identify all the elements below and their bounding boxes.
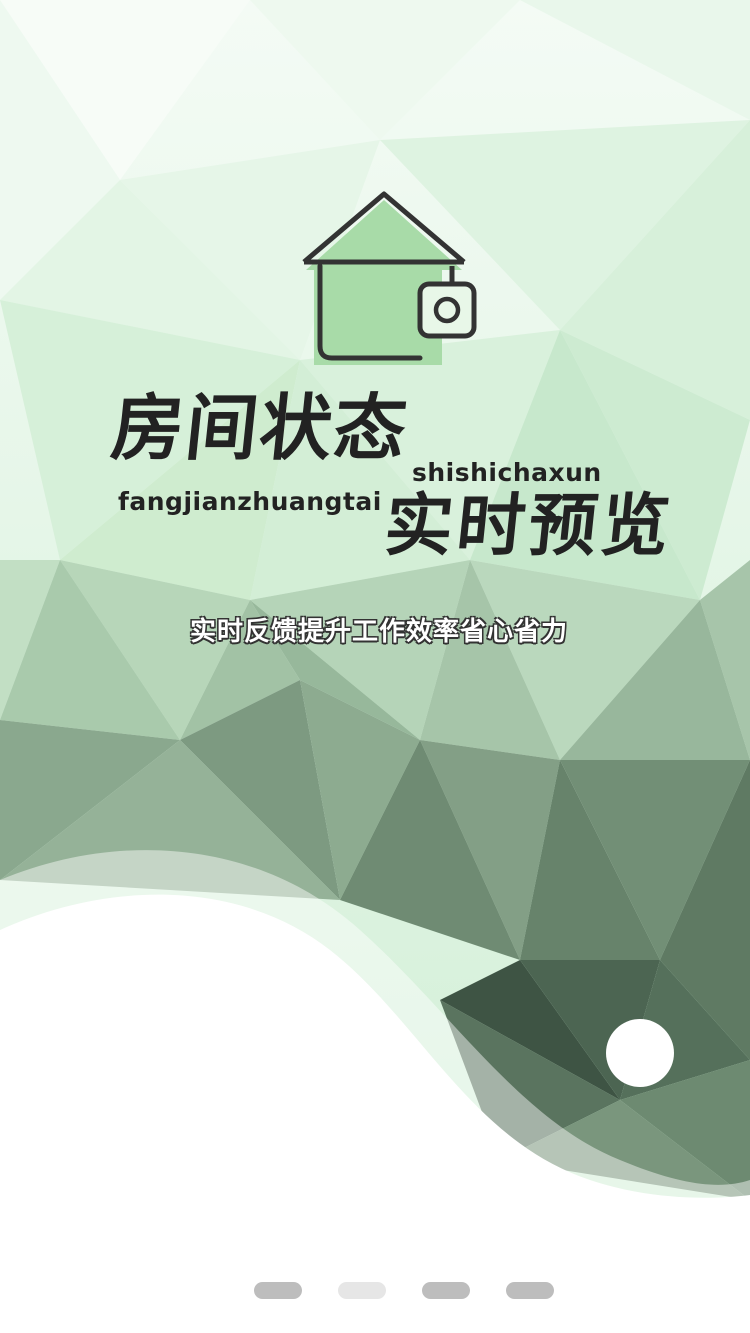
page-dot-3[interactable] — [422, 1282, 470, 1299]
pinyin-line-2: fangjianzhuangtai — [118, 487, 382, 516]
page-dot-1[interactable] — [254, 1282, 302, 1299]
title-line-2: 实时预览 — [380, 486, 678, 566]
page-dot-4[interactable] — [506, 1282, 554, 1299]
page-dot-2[interactable] — [338, 1282, 386, 1299]
page-indicator — [254, 1282, 554, 1299]
slogan-text: 实时反馈提升工作效率省心省力 — [190, 617, 569, 647]
title-line-1: 房间状态 — [107, 385, 413, 470]
house-camera-icon — [302, 191, 477, 365]
pinyin-line-1: shishichaxun — [412, 458, 602, 487]
enter-button[interactable] — [606, 1019, 674, 1087]
